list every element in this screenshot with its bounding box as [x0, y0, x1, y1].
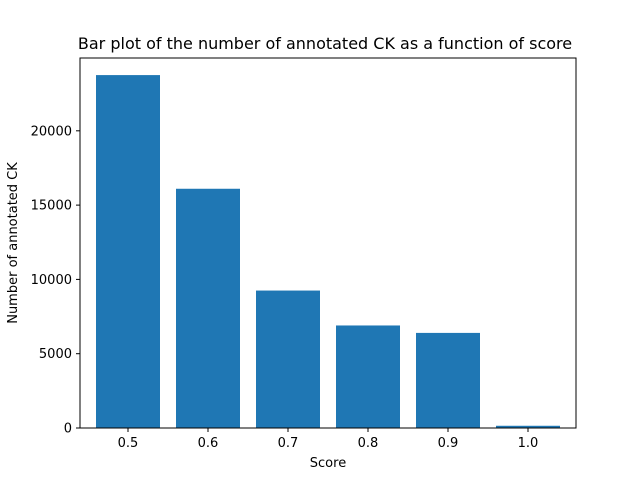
x-tick-label: 0.7	[278, 436, 299, 451]
y-tick-label: 20000	[31, 124, 72, 139]
bar-0-7	[256, 290, 320, 428]
x-tick-label: 0.8	[358, 436, 379, 451]
y-tick-label: 5000	[39, 347, 72, 362]
plot-frame	[79, 57, 577, 429]
ticks-layer: 0.5 0.6 0.7 0.8 0.9 1.0 0 5000 10000 15000 20000	[31, 124, 539, 451]
y-axis-label: Number of annotated CK	[6, 162, 21, 324]
bar-0-8	[336, 325, 400, 428]
x-axis-label: Score	[310, 456, 346, 471]
y-tick-label: 15000	[31, 199, 72, 214]
bar-0-9	[416, 332, 480, 428]
y-tick-label: 0	[64, 422, 72, 437]
y-tick-label: 10000	[31, 273, 72, 288]
bars-layer	[96, 75, 560, 428]
bar-1-0	[496, 425, 560, 428]
bar-0-6	[176, 188, 240, 428]
x-tick-label: 1.0	[518, 436, 539, 451]
chart-title: Bar plot of the number of annotated CK a…	[78, 34, 572, 53]
bar-0-5	[96, 75, 160, 428]
x-tick-label: 0.5	[118, 436, 139, 451]
x-tick-label: 0.9	[438, 436, 459, 451]
x-tick-label: 0.6	[198, 436, 219, 451]
